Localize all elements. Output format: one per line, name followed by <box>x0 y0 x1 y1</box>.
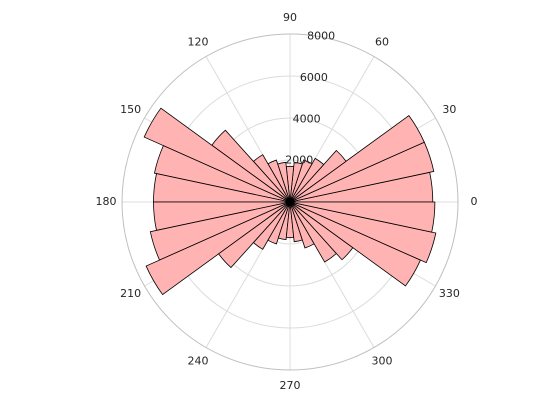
bar <box>289 201 437 264</box>
bar <box>289 149 347 203</box>
r-tick-label: 4000 <box>293 112 321 125</box>
theta-tick-label: 60 <box>375 36 389 49</box>
theta-tick-label: 0 <box>471 195 478 208</box>
bar <box>289 115 425 203</box>
theta-tick-label: 120 <box>188 36 209 49</box>
bar <box>252 201 291 250</box>
theta-tick-label: 210 <box>120 287 141 300</box>
bar <box>267 201 291 245</box>
bar <box>289 161 303 203</box>
bar <box>143 107 291 203</box>
bar <box>153 145 291 203</box>
bar <box>145 201 291 296</box>
r-tick-label: 6000 <box>300 71 328 84</box>
theta-tick-label: 330 <box>439 287 460 300</box>
bar <box>289 201 436 233</box>
r-tick-label: 2000 <box>285 154 313 167</box>
theta-tick-label: 150 <box>120 103 141 116</box>
theta-tick-label: 90 <box>283 11 297 24</box>
bar <box>277 201 291 241</box>
theta-tick-label: 240 <box>188 354 209 367</box>
theta-tick-label: 30 <box>442 103 456 116</box>
bar <box>289 159 313 203</box>
r-grid-line <box>121 33 459 371</box>
theta-tick-label: 180 <box>96 195 117 208</box>
bar <box>218 201 291 269</box>
bar <box>289 157 325 203</box>
r-tick-label: 8000 <box>307 30 335 43</box>
theta-tick-label: 300 <box>372 354 393 367</box>
theta-tick-label: 270 <box>280 379 301 392</box>
